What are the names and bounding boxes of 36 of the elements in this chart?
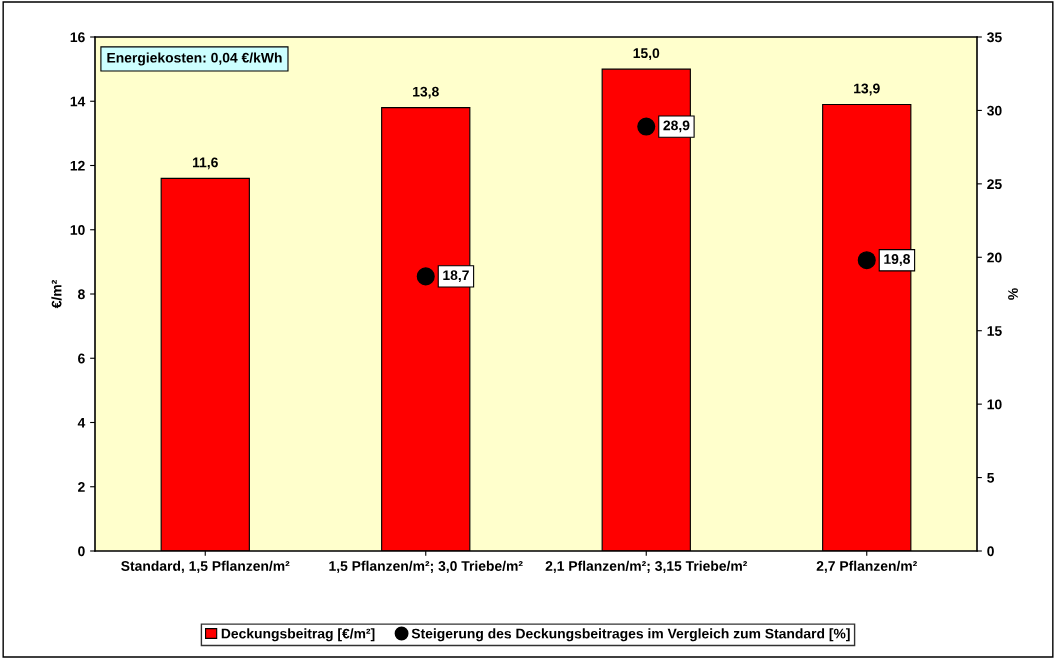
data-label: 13,9 xyxy=(854,83,880,96)
y-tick-label: 16 xyxy=(70,32,85,43)
data-label: 13,8 xyxy=(413,86,439,99)
y2-tick-label: 15 xyxy=(987,326,1002,336)
data-label: 11,6 xyxy=(192,157,218,170)
y2-tick-label: 10 xyxy=(987,399,1002,410)
y-axis-title: €/m² xyxy=(51,280,62,309)
data-label: 28,9 xyxy=(663,120,690,133)
y-tick-label: 6 xyxy=(78,353,85,364)
y-tick-label: 0 xyxy=(78,546,85,557)
data-label: 18,7 xyxy=(443,270,469,283)
y-tick-label: 12 xyxy=(70,160,85,171)
y2-tick-label: 5 xyxy=(987,473,995,483)
y-tick-label: 4 xyxy=(77,417,86,428)
point xyxy=(637,117,656,136)
data-label: 19,8 xyxy=(884,254,911,266)
y2-tick-label: 20 xyxy=(987,252,1002,263)
x-tick-label: 1,5 Pflanzen/m²; 3,0 Triebe/m² xyxy=(329,560,523,573)
x-tick-label: 2,7 Pflanzen/m² xyxy=(816,560,918,573)
legend-label: Deckungsbeitrag [€/m²] xyxy=(221,628,375,642)
y-tick-label: 14 xyxy=(70,96,86,107)
y2-tick-label: 35 xyxy=(987,32,1002,43)
y2-tick-label: 0 xyxy=(987,546,994,557)
y-tick-label: 2 xyxy=(78,482,85,492)
annotation: Energiekosten: 0,04 €/kWh xyxy=(107,52,282,66)
y2-axis-title: % xyxy=(1008,288,1018,300)
data-label: 15,0 xyxy=(633,48,660,61)
legend-label: Steigerung des Deckungsbeitrages im Vergleich zum Standard [%] xyxy=(411,628,850,642)
x-tick-label: Standard, 1,5 Pflanzen/m² xyxy=(121,560,290,573)
y-tick-label: 10 xyxy=(70,225,85,235)
point xyxy=(857,251,876,270)
y-tick-label: 8 xyxy=(77,289,85,300)
point xyxy=(416,267,435,286)
y2-tick-label: 30 xyxy=(987,105,1002,116)
x-tick-label: 2,1 Pflanzen/m²; 3,15 Triebe/m² xyxy=(545,560,748,573)
y2-tick-label: 25 xyxy=(987,179,1002,190)
